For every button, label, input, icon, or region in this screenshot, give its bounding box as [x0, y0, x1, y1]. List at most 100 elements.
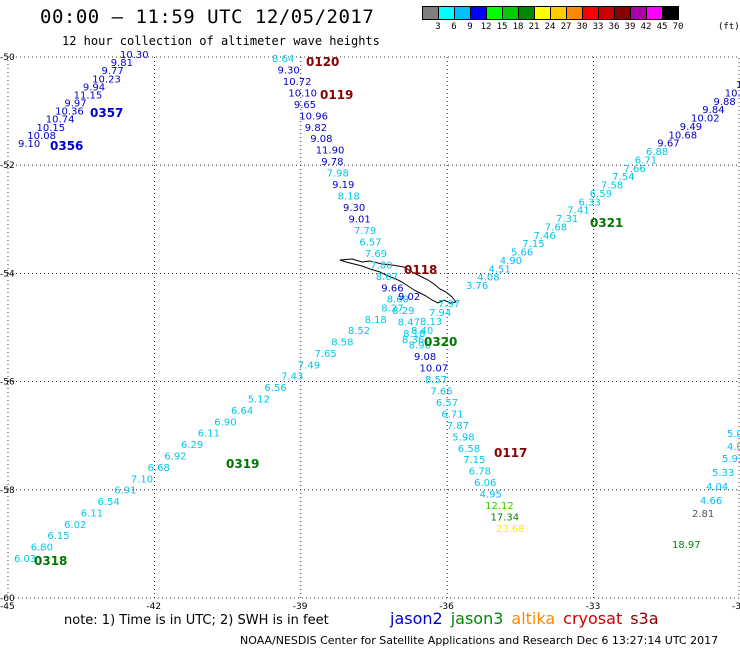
pass-label: 0120	[306, 55, 339, 69]
satellite-legend-cryosat: cryosat	[563, 609, 623, 628]
wave-height-value: 9.30	[343, 203, 365, 214]
wave-height-value: 10.23	[92, 74, 121, 85]
wave-height-value: 6.58	[458, 444, 480, 455]
wave-height-value: 5.66	[511, 248, 533, 259]
wave-height-value: 7.69	[365, 249, 387, 260]
wave-height-value: 7.31	[556, 214, 578, 225]
pass-0318: 6.036.806.156.026.116.546.917.106.686.92…	[14, 292, 420, 568]
wave-height-value: 6.56	[264, 383, 286, 394]
wave-height-value: 8.47	[398, 318, 420, 329]
wave-height-value: 6.02	[64, 520, 86, 531]
pass-0120: 8.649.3010.7210.109.6510.969.829.0811.90…	[272, 54, 525, 535]
wave-height-value: 9.78	[321, 157, 343, 168]
wave-height-value: 7.65	[315, 349, 337, 360]
pass-0321: 3.764.084.514.905.667.157.467.687.317.41…	[466, 80, 740, 292]
wave-height-value: 17.34	[491, 513, 520, 524]
wave-height-value: 6.91	[114, 486, 136, 497]
color-scale-label: 39	[624, 22, 636, 32]
map-subtitle: 12 hour collection of altimeter wave hei…	[62, 34, 380, 48]
wave-height-value: 9.19	[332, 180, 354, 191]
pass-0320: 7.977.948.138.408.36 0320	[402, 299, 460, 349]
wave-height-value: 9.81	[111, 58, 133, 69]
wave-height-value: 6.88	[646, 147, 668, 158]
color-scale-label: 30	[576, 22, 588, 32]
color-scale-label: 6	[451, 22, 457, 32]
color-scale-label: 24	[544, 22, 556, 32]
wave-height-value: 7.66	[430, 386, 452, 397]
wave-height-value: 5.93	[722, 454, 740, 465]
longitude-label: -33	[586, 602, 601, 612]
wave-height-value: 6.29	[181, 440, 203, 451]
wave-height-value: 8.40	[411, 326, 433, 337]
wave-height-value: 7.15	[463, 455, 485, 466]
satellite-legend-s3a: s3a	[630, 609, 659, 628]
pass-label: 0319	[226, 457, 259, 471]
wave-height-value: 5.0	[727, 429, 740, 440]
color-scale-label: 45	[656, 22, 668, 32]
wave-height-value: 10.10	[288, 88, 317, 99]
wave-height-value: 9.77	[102, 66, 124, 77]
color-scale-label: 36	[608, 22, 620, 32]
wave-height-value: 9.82	[305, 123, 327, 134]
wave-height-value: 10.08	[27, 131, 56, 142]
satellite-legend: jason2 jason3 altika cryosat s3a	[390, 609, 667, 628]
wave-height-value: 8.18	[338, 192, 360, 203]
lat-lon-grid	[7, 56, 740, 599]
wave-height-value: 6.06	[474, 478, 496, 489]
pass-0357: 0357	[90, 106, 123, 120]
wave-height-value: 12.12	[485, 501, 514, 512]
wave-height-value: 8.27	[381, 303, 403, 314]
wave-height-value: 7.97	[438, 299, 460, 310]
longitude-label: -36	[439, 602, 454, 612]
wave-height-value: 8.18	[403, 329, 425, 340]
pass-label: 0320	[424, 335, 457, 349]
wave-height-value: 6.33	[579, 197, 601, 208]
color-scale-label: 15	[496, 22, 508, 32]
color-scale-label: 27	[560, 22, 572, 32]
color-scale-label: 12	[480, 22, 492, 32]
wave-height-value: 7.79	[354, 226, 376, 237]
wave-height-value: 7.54	[612, 172, 634, 183]
wave-height-value: 2.81	[692, 509, 714, 520]
wave-height-value: 4.51	[489, 264, 511, 275]
color-scale-label: 18	[512, 22, 524, 32]
wave-height-value: 6.80	[31, 543, 53, 554]
footer-credit: NOAA/NESDIS Center for Satellite Applica…	[240, 634, 719, 647]
wave-height-value: 7.98	[327, 169, 349, 180]
wave-height-value: 6.11	[81, 508, 103, 519]
axis-labels: -50 -52 -54 -56 -58 -60-45 -42 -39 -36 -33 -30	[0, 53, 740, 612]
pass-east: 5.0 4.05.93 5.33 4.04 4.66 2.81 18.97	[672, 429, 740, 551]
satellite-legend-jason3: jason3	[450, 609, 504, 628]
wave-height-value: 8.58	[331, 338, 353, 349]
color-scale-label: (ft)	[718, 22, 740, 32]
wave-height-value: 5.98	[452, 432, 474, 443]
wave-height-value: 9.65	[294, 100, 316, 111]
wave-height-value: 9.08	[414, 352, 436, 363]
wave-height-value: 6.15	[47, 531, 69, 542]
wave-height-value: 7.10	[131, 474, 153, 485]
color-scale-label: 9	[467, 22, 473, 32]
latitude-label: -56	[0, 378, 15, 388]
wave-height-value: 7.87	[447, 421, 469, 432]
wave-height-value: 10.30	[120, 50, 149, 61]
pass-label: 0321	[590, 216, 623, 230]
longitude-label: -39	[293, 602, 308, 612]
wave-height-value: 9.30	[278, 66, 300, 77]
wave-height-value: 10.15	[37, 123, 66, 134]
pass-label: 0119	[320, 88, 353, 102]
wave-height-value: 9.88	[714, 97, 736, 108]
map-title: 00:00 – 11:59 UTC 12/05/2017	[40, 6, 375, 28]
wave-height-value: 8.36	[402, 335, 424, 346]
wave-height-value: 10.72	[283, 77, 312, 88]
wave-height-value: 10.78	[736, 80, 740, 91]
wave-height-value: 6.11	[198, 429, 220, 440]
note-text: note: 1) Time is in UTC; 2) SWH is in fe…	[64, 613, 329, 628]
wave-height-value: 7.94	[429, 308, 451, 319]
wave-height-value: 4.66	[700, 496, 722, 507]
wave-height-value: 4.08	[477, 273, 499, 284]
wave-height-value: 9.49	[680, 122, 702, 133]
island-outline	[339, 258, 457, 304]
south-georgia-coastline	[339, 258, 457, 304]
wave-height-value: 6.59	[590, 189, 612, 200]
color-scale-label: 70	[672, 22, 684, 32]
